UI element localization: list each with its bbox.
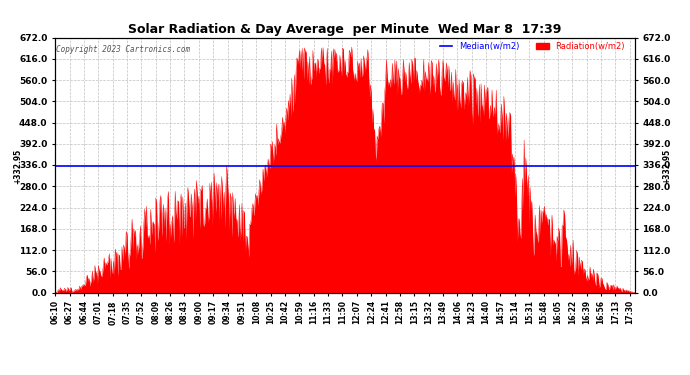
Text: +332.95: +332.95 <box>662 148 671 184</box>
Title: Solar Radiation & Day Average  per Minute  Wed Mar 8  17:39: Solar Radiation & Day Average per Minute… <box>128 23 562 36</box>
Legend: Median(w/m2), Radiation(w/m2): Median(w/m2), Radiation(w/m2) <box>440 42 625 51</box>
Text: Copyright 2023 Cartronics.com: Copyright 2023 Cartronics.com <box>57 45 190 54</box>
Text: +332.95: +332.95 <box>13 148 22 184</box>
